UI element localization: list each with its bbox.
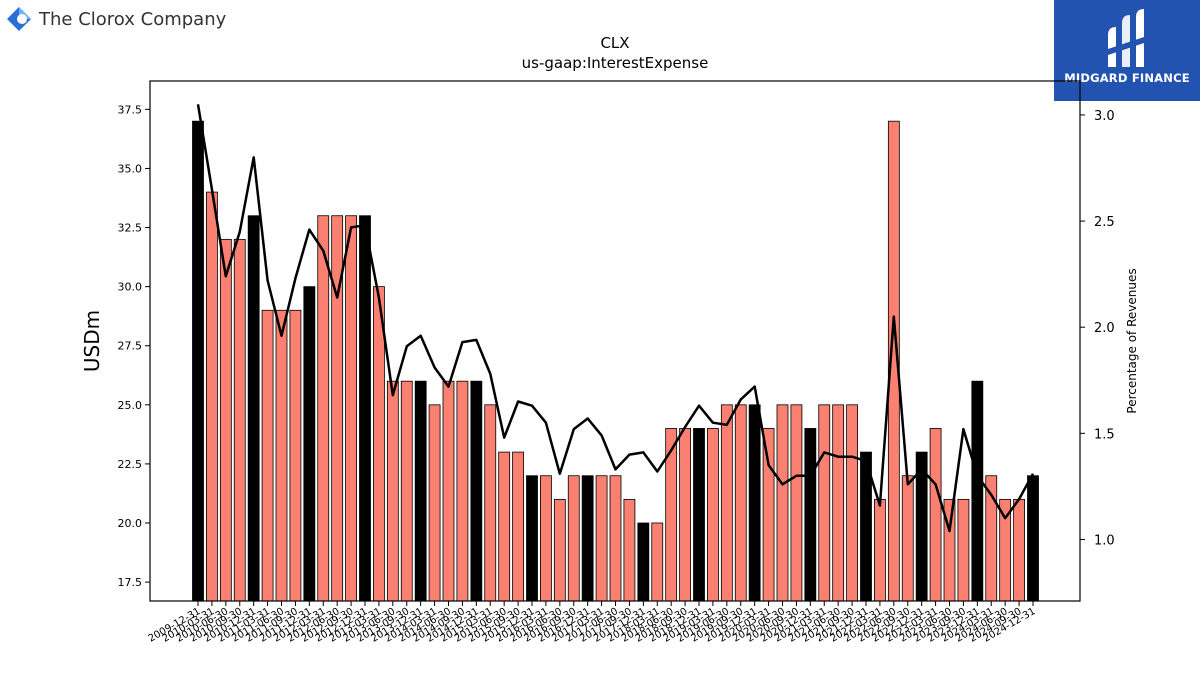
clorox-logo-icon (7, 7, 31, 31)
bar (874, 498, 886, 602)
bar (720, 404, 733, 602)
y-right-tick-label: 1.5 (1094, 427, 1115, 442)
bar (762, 428, 775, 602)
bar (790, 404, 803, 602)
bar (359, 215, 371, 602)
bar (289, 309, 302, 602)
bars-group (192, 120, 1039, 602)
y-right-tick-label: 2.0 (1094, 321, 1115, 336)
bar (275, 309, 288, 602)
bar (428, 404, 441, 602)
bar (470, 380, 483, 602)
y-tick-label: 20.0 (118, 517, 143, 530)
bar (456, 380, 469, 602)
chart-title: CLX (600, 34, 629, 52)
y-right-tick-label: 3.0 (1094, 109, 1115, 124)
bar (846, 404, 858, 602)
bar (303, 286, 316, 602)
bar (386, 380, 399, 602)
plot-frame (149, 80, 1081, 602)
bar (581, 475, 594, 602)
bar (233, 238, 246, 602)
bar (957, 498, 970, 602)
bar (748, 404, 761, 602)
bar (512, 451, 524, 602)
bar (414, 380, 427, 602)
y-tick-label: 22.5 (118, 458, 143, 471)
y-tick-label: 37.5 (118, 103, 143, 116)
y-tick-label: 27.5 (118, 340, 143, 353)
bar (595, 475, 608, 602)
y-tick-label: 32.5 (118, 222, 143, 235)
bar (567, 475, 580, 602)
company-name: The Clorox Company (39, 8, 227, 30)
bar (498, 451, 511, 602)
bar (526, 475, 538, 602)
bar (651, 522, 664, 602)
y-tick-label: 35.0 (118, 162, 143, 175)
bar (553, 498, 566, 602)
bar (832, 404, 845, 602)
bar (804, 428, 817, 602)
bar (679, 428, 691, 602)
y-axis-right-label: Percentage of Revenues (1125, 268, 1139, 413)
brand-name: MIDGARD FINANCE (1064, 71, 1190, 85)
bar (345, 215, 357, 602)
bar (261, 309, 274, 602)
y-tick-label: 17.5 (118, 576, 143, 589)
bar (400, 380, 413, 602)
bar (247, 215, 260, 602)
bar (623, 498, 636, 602)
y-axis-label: USDm (80, 310, 104, 372)
bar (442, 380, 455, 602)
bar (1013, 498, 1025, 602)
bar (219, 238, 232, 602)
bar (818, 404, 831, 602)
bar (971, 380, 984, 602)
line-group (196, 104, 1035, 533)
bar (693, 428, 705, 602)
bar (317, 215, 330, 602)
chart-subtitle: us-gaap:InterestExpense (522, 54, 709, 72)
y-tick-label: 30.0 (118, 281, 143, 294)
company-header: The Clorox Company (6, 4, 226, 34)
bar (1027, 475, 1039, 602)
bar (637, 522, 650, 602)
bar (192, 120, 204, 602)
bar (206, 191, 218, 602)
bar (734, 404, 747, 602)
bar (929, 428, 942, 602)
midgard-logo-icon (1108, 9, 1144, 67)
y-right-tick-label: 1.0 (1094, 533, 1115, 548)
bar (484, 404, 497, 602)
percentage-line (196, 104, 1035, 533)
bar (776, 404, 789, 602)
bar (609, 475, 622, 602)
y-right-tick-label: 2.5 (1094, 215, 1115, 230)
y-tick-label: 25.0 (118, 399, 143, 412)
bar (707, 428, 719, 602)
brand-logo-box: MIDGARD FINANCE (1054, 0, 1200, 101)
bar (540, 475, 552, 602)
bar (373, 286, 385, 602)
bar (901, 475, 914, 602)
